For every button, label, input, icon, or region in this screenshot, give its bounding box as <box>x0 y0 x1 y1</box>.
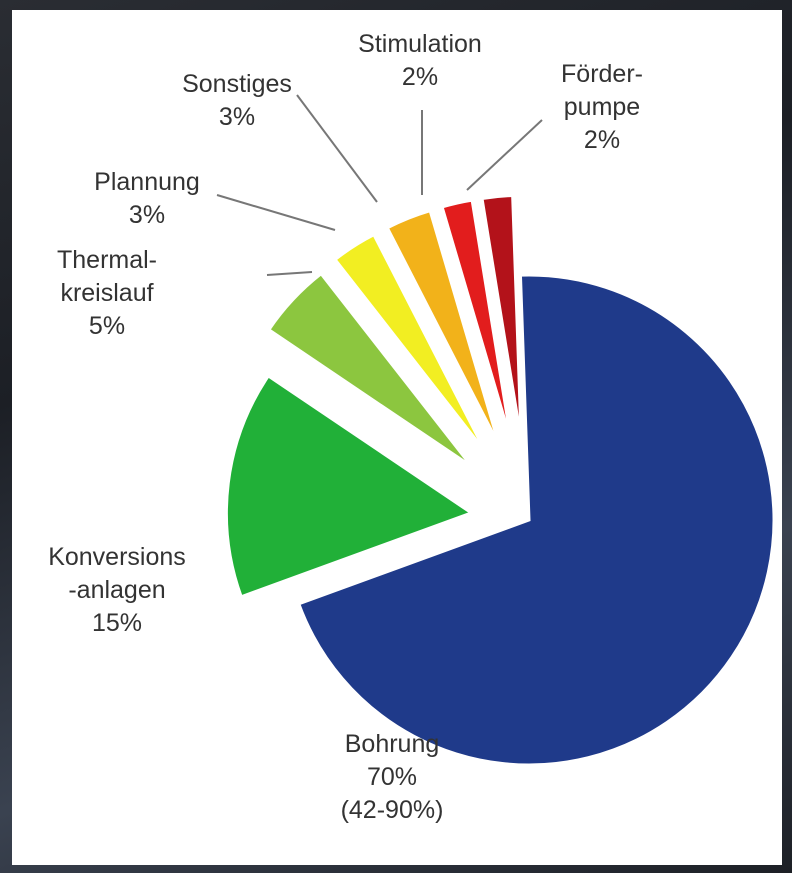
slice-label-line: pumpe <box>564 93 640 121</box>
slice-label-line: 70% <box>367 763 417 791</box>
slice-label-7: Förder-pumpe 2% <box>561 60 643 154</box>
slice-label-line: 2% <box>584 126 620 154</box>
slice-label-3: Thermal-kreislauf 5% <box>57 246 157 340</box>
slice-label-2: Konversions -anlagen 15% <box>48 543 186 637</box>
leader-line-4 <box>216 194 336 231</box>
pie-slice-5 <box>385 208 501 447</box>
leader-lines <box>216 94 543 276</box>
pie-slice-4 <box>332 232 488 454</box>
slice-label-line: kreislauf <box>60 279 153 307</box>
slice-label-5: Sonstiges 3% <box>182 70 292 131</box>
slice-label-line: Stimulation <box>358 30 482 58</box>
slice-label-line: (42-90%) <box>341 796 444 824</box>
slice-label-4: Plannung 3% <box>94 168 200 229</box>
pie-slices <box>224 193 776 767</box>
slice-label-line: Sonstiges <box>182 70 292 98</box>
slice-label-line: 3% <box>129 201 165 229</box>
leader-line-5 <box>296 94 378 203</box>
slice-label-line: 15% <box>92 609 142 637</box>
slice-label-line: 3% <box>219 103 255 131</box>
slice-label-line: 5% <box>89 312 125 340</box>
chart-panel: Bohrung 70% (42-90%) Konversions -anlagen 15%… <box>12 10 782 865</box>
leader-line-7 <box>466 119 543 191</box>
pie-slice-1 <box>296 273 776 767</box>
pie-chart: Bohrung 70% (42-90%) Konversions -anlagen 15%… <box>48 30 776 824</box>
slice-labels: Bohrung 70% (42-90%) Konversions -anlagen 15%… <box>48 30 643 824</box>
slice-label-line: 2% <box>402 63 438 91</box>
pie-slice-7 <box>480 193 523 441</box>
slice-label-line: Bohrung <box>345 730 440 758</box>
pie-slice-3 <box>266 271 474 469</box>
slice-label-line: Konversions <box>48 543 186 571</box>
slice-label-line: Thermal- <box>57 246 157 274</box>
leader-line-3 <box>266 271 313 276</box>
slice-label-line: Förder- <box>561 60 643 88</box>
slice-label-1: Bohrung 70% (42-90%) <box>341 730 444 824</box>
slice-label-line: -anlagen <box>68 576 165 604</box>
pie-slice-6 <box>440 198 513 443</box>
slice-label-6: Stimulation 2% <box>358 30 482 91</box>
pie-slice-2 <box>224 373 475 599</box>
slice-label-line: Plannung <box>94 168 200 196</box>
